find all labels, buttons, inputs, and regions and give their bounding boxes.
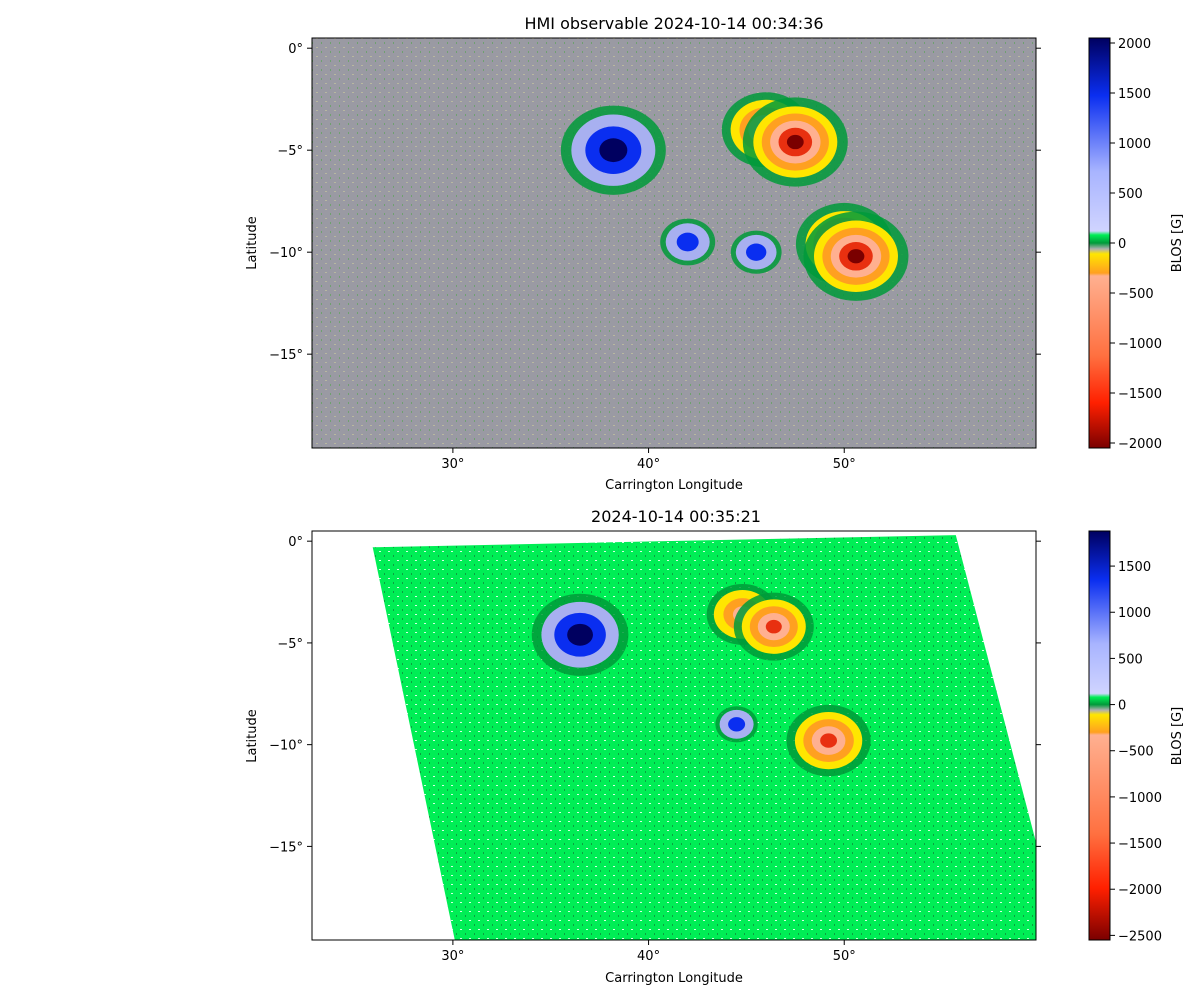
top-colorbar-label: BLOS [G] bbox=[1170, 214, 1185, 273]
negative-polarity-region bbox=[803, 211, 909, 301]
colorbar-tick-label: −2000 bbox=[1118, 883, 1162, 898]
bottom-x-label: Carrington Longitude bbox=[605, 971, 743, 986]
negative-polarity-region bbox=[733, 592, 814, 661]
bottom-axes-frame bbox=[311, 530, 1037, 941]
colorbar-tick-label: −500 bbox=[1118, 287, 1154, 302]
colorbar-tick-label: −2500 bbox=[1118, 929, 1162, 944]
colorbar-tick-label: 1000 bbox=[1118, 137, 1151, 152]
bottom-y-ticks: 0° −5° −10° −15° bbox=[269, 535, 1041, 855]
colorbar-tick-label: 500 bbox=[1118, 652, 1143, 667]
colorbar-tick-label: 1000 bbox=[1118, 606, 1151, 621]
colorbar-tick-label: −1000 bbox=[1118, 791, 1162, 806]
top-colorbar bbox=[1089, 38, 1110, 448]
bottom-colorbar bbox=[1089, 531, 1110, 940]
top-colorbar-ticks: 2000 1500 1000 500 0 −500 −1000 −1500 −2000 bbox=[1110, 37, 1162, 452]
top-magnetogram bbox=[312, 38, 1036, 448]
bottom-y-label: Latitude bbox=[245, 709, 260, 763]
x-tick-label: 40° bbox=[637, 457, 660, 472]
bottom-panel: 2024-10-14 00:35:21 30° 40° 50° 0° −5° −10° −… bbox=[245, 507, 1185, 986]
y-tick-label: 0° bbox=[288, 42, 303, 57]
y-tick-label: −15° bbox=[269, 840, 303, 855]
top-y-label: Latitude bbox=[245, 216, 260, 270]
x-tick-label: 50° bbox=[833, 949, 856, 964]
negative-polarity-region bbox=[742, 97, 848, 187]
colorbar-tick-label: 500 bbox=[1118, 187, 1143, 202]
bottom-colorbar-label: BLOS [G] bbox=[1170, 707, 1185, 766]
bottom-colorbar-ticks: 1500 1000 500 0 −500 −1000 −1500 −2000 −2500 bbox=[1110, 560, 1162, 944]
colorbar-tick-label: −500 bbox=[1118, 745, 1154, 760]
colorbar-tick-label: 1500 bbox=[1118, 87, 1151, 102]
x-tick-label: 30° bbox=[441, 457, 464, 472]
colorbar-tick-label: −2000 bbox=[1118, 437, 1162, 452]
colorbar-tick-label: 0 bbox=[1118, 237, 1126, 252]
y-tick-label: −5° bbox=[277, 637, 303, 652]
top-panel: HMI observable 2024-10-14 00:34:36 30° 40… bbox=[245, 14, 1185, 493]
top-x-label: Carrington Longitude bbox=[605, 478, 743, 493]
top-panel-title: HMI observable 2024-10-14 00:34:36 bbox=[524, 14, 823, 33]
colorbar-tick-label: 0 bbox=[1118, 699, 1126, 714]
bottom-colorbar-frame bbox=[1088, 530, 1111, 941]
bottom-panel-title: 2024-10-14 00:35:21 bbox=[591, 507, 761, 526]
positive-polarity-region bbox=[660, 218, 716, 266]
positive-polarity-region bbox=[560, 105, 666, 195]
colorbar-tick-label: 1500 bbox=[1118, 560, 1151, 575]
positive-polarity-region bbox=[715, 706, 758, 743]
y-tick-label: −10° bbox=[269, 739, 303, 754]
positive-polarity-region bbox=[531, 593, 629, 676]
top-y-ticks: 0° −5° −10° −15° bbox=[269, 42, 1041, 363]
observed-region bbox=[372, 535, 1036, 940]
colorbar-tick-label: 2000 bbox=[1118, 37, 1151, 52]
positive-polarity-region bbox=[730, 230, 782, 274]
bottom-x-ticks: 30° 40° 50° bbox=[441, 940, 856, 964]
bottom-magnetogram bbox=[372, 535, 1036, 940]
x-tick-label: 40° bbox=[637, 949, 660, 964]
top-x-ticks: 30° 40° 50° bbox=[441, 448, 856, 472]
y-tick-label: −5° bbox=[277, 144, 303, 159]
x-tick-label: 50° bbox=[833, 457, 856, 472]
y-tick-label: −10° bbox=[269, 246, 303, 261]
colorbar-tick-label: −1500 bbox=[1118, 837, 1162, 852]
y-tick-label: 0° bbox=[288, 535, 303, 550]
x-tick-label: 30° bbox=[441, 949, 464, 964]
y-tick-label: −15° bbox=[269, 348, 303, 363]
negative-polarity-region bbox=[786, 704, 871, 777]
colorbar-tick-label: −1500 bbox=[1118, 387, 1162, 402]
colorbar-tick-label: −1000 bbox=[1118, 337, 1162, 352]
top-axes-frame bbox=[311, 37, 1037, 449]
